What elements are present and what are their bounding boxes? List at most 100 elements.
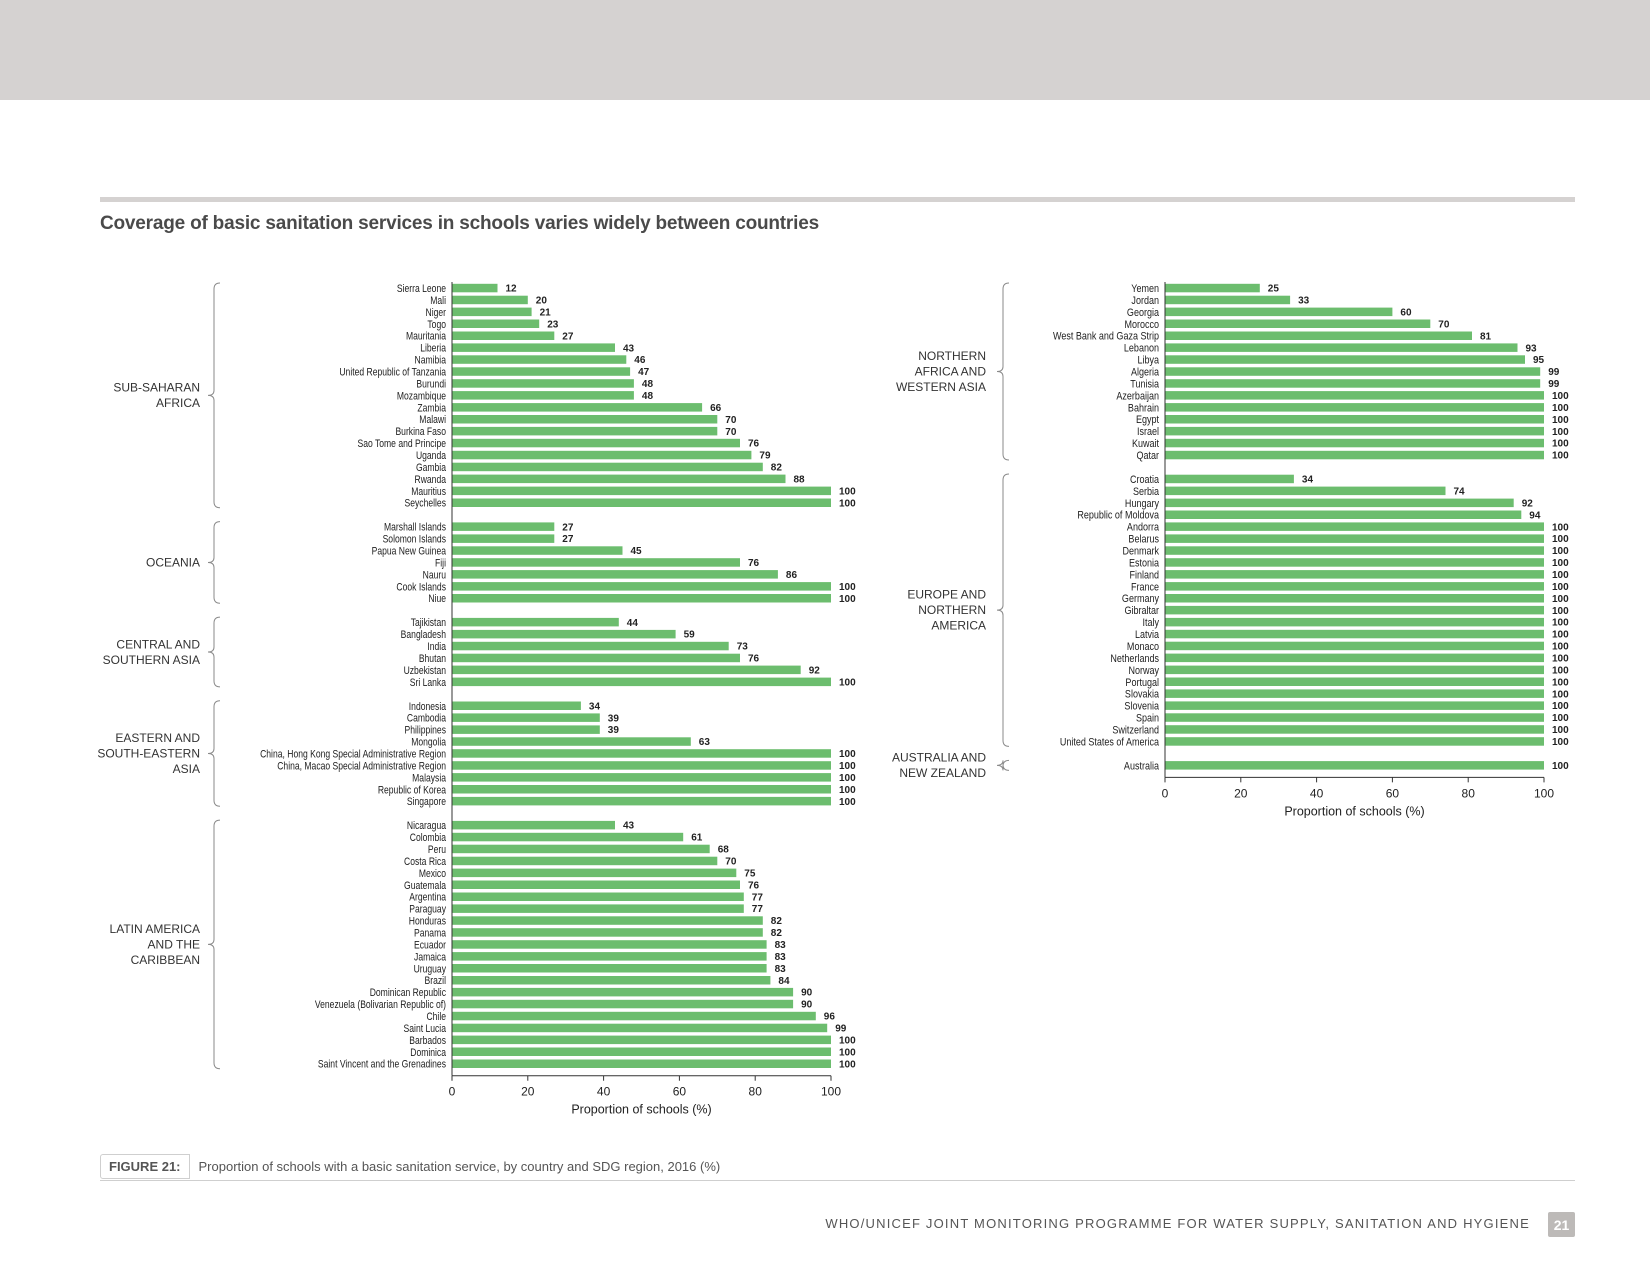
bar-dominican-republic [452,987,794,997]
region-label-southern-asia: SOUTHERN ASIA [103,653,200,667]
category-label-united-states-of-america: United States of America [1060,737,1160,749]
bar-united-states-of-america [1165,737,1544,746]
category-label-zambia: Zambia [417,402,446,414]
value-label-hungary: 92 [1522,498,1534,509]
category-label-liberia: Liberia [420,343,446,355]
x-tick-label-100: 100 [821,1085,841,1099]
x-axis-title: Proportion of schools (%) [571,1103,711,1117]
category-label-mali: Mali [430,295,446,307]
category-label-nicaragua: Nicaragua [407,820,447,832]
bar-qatar [1165,450,1544,460]
value-label-qatar: 100 [1552,451,1569,462]
figure-label: FIGURE 21: [100,1154,190,1179]
value-label-libya: 95 [1533,355,1545,366]
category-label-uruguay: Uruguay [414,963,446,975]
value-label-mexico: 75 [744,868,756,879]
value-label-colombia: 61 [691,833,703,844]
value-label-bahrain: 100 [1552,403,1569,414]
title-rule [100,197,1575,202]
bar-latvia [1165,629,1544,639]
bar-germany [1165,594,1544,603]
value-label-tajikistan: 44 [627,618,639,629]
value-label-malaysia: 100 [839,773,856,784]
category-label-germany: Germany [1122,593,1159,605]
value-label-ecuador: 83 [775,940,787,951]
value-label-estonia: 100 [1552,558,1569,569]
bar-australia [1165,761,1544,770]
bar-cambodia [452,713,600,722]
value-label-kuwait: 100 [1552,439,1569,450]
region-label-asia: ASIA [173,762,200,776]
category-label-honduras: Honduras [409,916,446,928]
region-label-america: AMERICA [931,619,986,633]
value-label-switzerland: 100 [1552,725,1569,736]
figure-caption-text: Proportion of schools with a basic sanit… [198,1159,721,1174]
value-label-china-hong-kong-special-administrative-region: 100 [839,749,856,760]
value-label-nicaragua: 43 [623,821,635,832]
bar-uganda [452,450,752,460]
bar-georgia [1165,307,1393,317]
category-label-yemen: Yemen [1131,283,1159,295]
bar-sri-lanka [452,677,831,687]
bar-philippines [452,725,600,734]
bar-egypt [1165,415,1544,424]
category-label-netherlands: Netherlands [1110,653,1159,665]
bar-mozambique [452,391,634,400]
value-label-argentina: 77 [752,892,764,903]
region-label-and-the: AND THE [148,937,200,951]
category-label-fiji: Fiji [435,558,446,570]
category-label-cook-islands: Cook Islands [396,581,446,593]
footer-text: WHO/UNICEF JOINT MONITORING PROGRAMME FO… [825,1216,1530,1231]
value-label-panama: 82 [771,928,783,939]
category-label-monaco: Monaco [1127,641,1159,653]
bar-italy [1165,617,1544,627]
category-label-bahrain: Bahrain [1128,403,1159,415]
category-label-mauritius: Mauritius [411,486,446,498]
value-label-united-states-of-america: 100 [1552,737,1569,748]
category-label-serbia: Serbia [1133,486,1159,498]
category-label-bhutan: Bhutan [419,653,446,665]
bar-seychelles [452,498,831,507]
region-brace-northern-africa-and-western-asia [996,282,1010,461]
category-label-mozambique: Mozambique [397,390,447,402]
chart-right: Yemen 25 Jordan 33 Georgia 60 Morocco 70 West Ba… [892,282,1569,818]
value-label-finland: 100 [1552,570,1569,581]
category-label-singapore: Singapore [407,796,447,808]
category-label-uganda: Uganda [416,450,446,462]
bar-israel [1165,426,1544,436]
value-label-jamaica: 83 [775,952,787,963]
value-label-india: 73 [737,642,749,653]
bar-indonesia [452,701,581,710]
x-tick-label-40: 40 [597,1085,611,1099]
category-label-libya: Libya [1137,355,1159,367]
category-label-saint-lucia: Saint Lucia [404,1023,447,1035]
category-label-burundi: Burundi [416,378,446,390]
category-label-jamaica: Jamaica [414,951,446,963]
region-label-caribbean: CARIBBEAN [131,953,200,967]
bar-honduras [452,916,763,925]
category-label-lebanon: Lebanon [1124,343,1159,355]
region-label-africa: AFRICA [156,396,200,410]
value-label-netherlands: 100 [1552,654,1569,665]
value-label-niger: 21 [540,308,552,319]
category-label-australia: Australia [1124,761,1159,773]
category-label-tunisia: Tunisia [1130,379,1159,391]
bar-china-hong-kong-special-administrative-region [452,749,831,758]
caption-rule [100,1180,1575,1181]
value-label-republic-of-korea: 100 [839,785,856,796]
category-label-malaysia: Malaysia [412,772,446,784]
bar-bangladesh [452,629,676,639]
value-label-tunisia: 99 [1548,379,1560,390]
value-label-mauritius: 100 [839,486,856,497]
category-label-niger: Niger [426,307,447,319]
bar-liberia [452,343,615,352]
value-label-serbia: 74 [1454,487,1466,498]
region-label-europe-and: EUROPE AND [907,588,986,602]
bar-togo [452,319,540,328]
category-label-seychelles: Seychelles [405,498,447,510]
value-label-egypt: 100 [1552,415,1569,426]
value-label-uruguay: 83 [775,964,787,975]
value-label-uganda: 79 [759,451,771,462]
bar-marshall-islands [452,522,555,531]
region-label-south-eastern: SOUTH-EASTERN [97,747,200,761]
